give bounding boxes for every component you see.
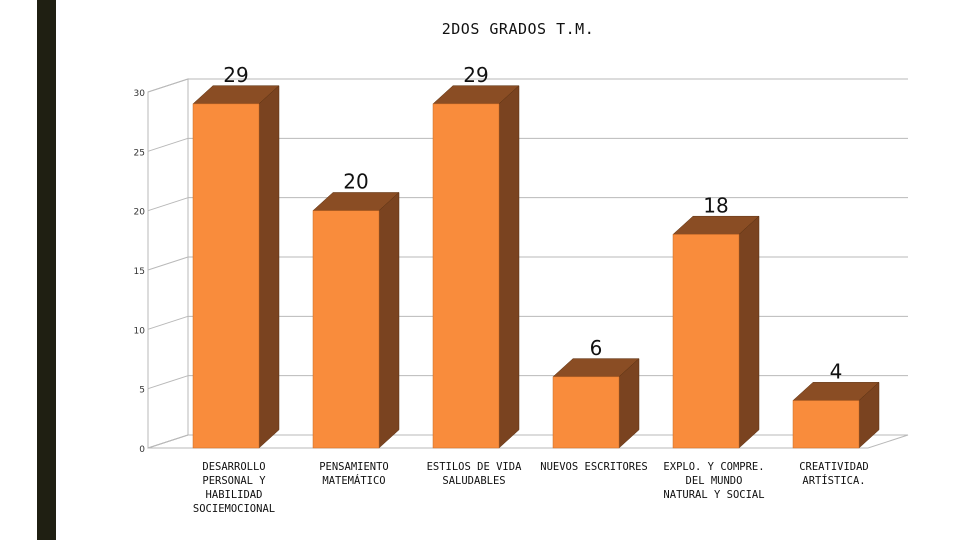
x-tick-label: DESARROLLO (202, 461, 265, 473)
y-tick-label: 20 (134, 208, 146, 218)
bar (552, 376, 620, 449)
y-tick-label: 0 (139, 445, 145, 455)
bar (312, 210, 380, 449)
y-tick-label: 5 (139, 386, 145, 396)
gridline-diagonal (147, 375, 189, 390)
x-tick-label: ESTILOS DE VIDA (427, 461, 523, 473)
y-tick-label: 10 (134, 326, 146, 336)
gridline-diagonal (147, 78, 189, 93)
x-tick-label: PENSAMIENTO (319, 461, 389, 473)
data-label: 20 (343, 170, 368, 194)
gridline-diagonal (147, 256, 189, 271)
x-tick-label: HABILIDAD (206, 489, 263, 501)
data-label: 4 (830, 360, 843, 384)
gridline-diagonal (147, 315, 189, 330)
y-tick-label: 15 (134, 267, 145, 277)
x-tick-label: NATURAL Y SOCIAL (663, 489, 764, 501)
bar (192, 103, 260, 449)
bar (792, 400, 860, 449)
bar-side (258, 85, 280, 449)
bar (672, 234, 740, 449)
data-label: 18 (703, 193, 728, 217)
bar-side (498, 85, 520, 449)
x-tick-label: MATEMÁTICO (322, 474, 385, 487)
x-tick-label: EXPLO. Y COMPRE. (663, 461, 764, 473)
data-label: 29 (463, 63, 488, 87)
gridline-diagonal (147, 137, 189, 152)
x-tick-label: NUEVOS ESCRITORES (540, 461, 647, 473)
x-tick-label: CREATIVIDAD (799, 461, 869, 473)
x-tick-label: DEL MUNDO (686, 475, 743, 487)
x-tick-label: SALUDABLES (442, 475, 505, 487)
bar-side (738, 215, 760, 449)
data-label: 29 (223, 63, 248, 87)
bar-side (378, 191, 400, 449)
chart-title: 2DOS GRADOS T.M. (441, 20, 595, 38)
y-tick-label: 30 (134, 89, 146, 99)
gridline-diagonal (147, 434, 189, 449)
data-label: 6 (590, 336, 603, 360)
x-tick-label: ARTÍSTICA. (802, 474, 865, 487)
x-tick-label: SOCIEMOCIONAL (193, 503, 275, 515)
left-accent-stripe (37, 0, 56, 540)
bar (432, 103, 500, 449)
x-tick-label: PERSONAL Y (202, 475, 266, 487)
gridline-diagonal (147, 197, 189, 212)
y-tick-label: 25 (134, 148, 145, 158)
